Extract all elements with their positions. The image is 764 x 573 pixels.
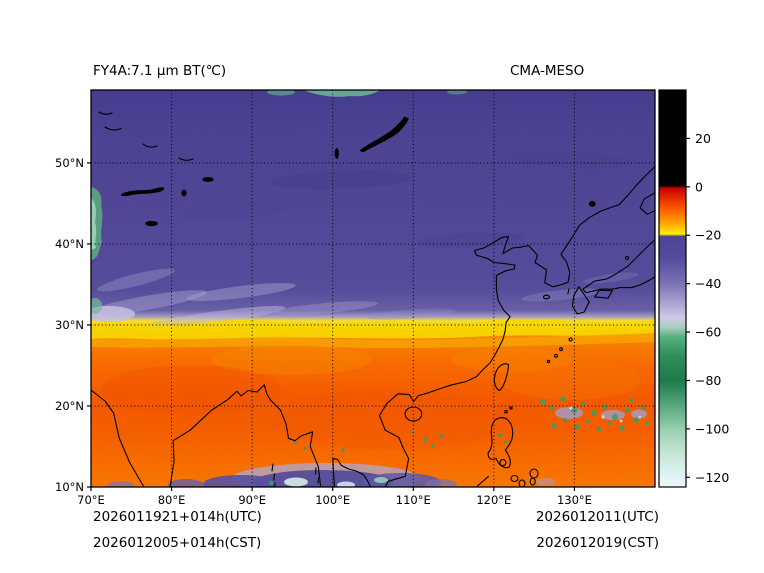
- coast-india-east-myanmar: [169, 384, 322, 487]
- model-title: CMA-MESO: [510, 63, 584, 79]
- bt-field: [91, 90, 655, 487]
- footer-valid-utc: 2026012011(UTC): [536, 509, 659, 525]
- footer-init-cst: 2026012005+014h(CST): [93, 535, 261, 551]
- colorbar-tick-label: −60: [695, 325, 721, 340]
- y-axis-ticks: 50°N 40°N 30°N 20°N 10°N: [55, 156, 91, 494]
- coast-andaman-islands: [271, 463, 320, 487]
- coast-shikoku: [594, 289, 613, 299]
- x-tick-label: 100°E: [315, 493, 350, 507]
- coast-mindoro: [499, 459, 507, 467]
- x-tick-label: 110°E: [396, 493, 431, 507]
- colorbar-tick-label: −120: [695, 470, 729, 485]
- coast-luzon: [487, 417, 514, 469]
- colorbar-tick-label: −20: [695, 228, 721, 243]
- colorbar: [658, 89, 687, 488]
- coast-hainan: [404, 406, 423, 422]
- x-tick-label: 70°E: [77, 493, 105, 507]
- coast-sado: [624, 255, 630, 261]
- coast-vietnam-china-korea: [378, 165, 655, 487]
- colorbar-ticks: 20 0 −20 −40 −60 −80 −100 −120: [686, 131, 729, 485]
- footer-init-utc: 2026011921+014h(UTC): [93, 509, 262, 525]
- coastlines: [91, 111, 655, 487]
- x-tick-label: 130°E: [557, 493, 592, 507]
- y-tick-label: 20°N: [55, 399, 84, 413]
- coast-india-west: [91, 389, 145, 487]
- lake-issyk-kul: [145, 220, 158, 227]
- coast-babuyan-islands: [504, 406, 513, 414]
- y-tick-label: 10°N: [55, 480, 84, 494]
- plot-title: FY4A:7.1 μm BT(℃): [93, 63, 226, 79]
- colorbar-tick-label: −40: [695, 276, 721, 291]
- lake-balkhash: [120, 187, 165, 197]
- footer-valid-cst: 2026012019(CST): [536, 535, 659, 551]
- y-tick-label: 40°N: [55, 237, 84, 251]
- coast-panay: [510, 474, 519, 483]
- y-tick-label: 50°N: [55, 156, 84, 170]
- colorbar-tick-label: 20: [695, 131, 711, 146]
- river-squiggles-northwest: [98, 111, 194, 161]
- map-panel: [90, 89, 656, 488]
- noise-texture: [91, 90, 655, 487]
- coast-hokkaido: [639, 192, 655, 215]
- coast-taiwan: [493, 363, 510, 392]
- coast-gulf-of-thailand: [332, 458, 372, 487]
- lake-zaysan: [202, 177, 214, 182]
- x-axis-ticks: 70°E 80°E 90°E 100°E 110°E 120°E 130°E: [77, 487, 592, 507]
- colorbar-tick-label: 0: [695, 179, 703, 194]
- coast-honshu: [582, 238, 655, 294]
- lakes: [120, 116, 596, 227]
- colorbar-tick-label: −100: [695, 421, 729, 436]
- axes-border: [90, 89, 656, 488]
- grid-lines: [91, 90, 655, 487]
- lake-alakol: [181, 189, 187, 197]
- x-tick-label: 90°E: [238, 493, 266, 507]
- coast-palawan: [475, 475, 489, 487]
- y-tick-label: 30°N: [55, 318, 84, 332]
- lake-baikal: [359, 116, 409, 153]
- coast-tsushima: [567, 288, 570, 295]
- x-tick-label: 120°E: [476, 493, 511, 507]
- lake-khanka: [588, 200, 596, 207]
- lake-hovsgol: [334, 148, 339, 159]
- x-tick-label: 80°E: [158, 493, 186, 507]
- colorbar-tick-label: −80: [695, 373, 721, 388]
- coast-ryukyu-islands: [546, 337, 573, 364]
- coast-leyte: [529, 477, 536, 486]
- coast-kyushu: [571, 286, 590, 315]
- coast-negros: [518, 479, 526, 487]
- coast-jeju: [542, 294, 550, 300]
